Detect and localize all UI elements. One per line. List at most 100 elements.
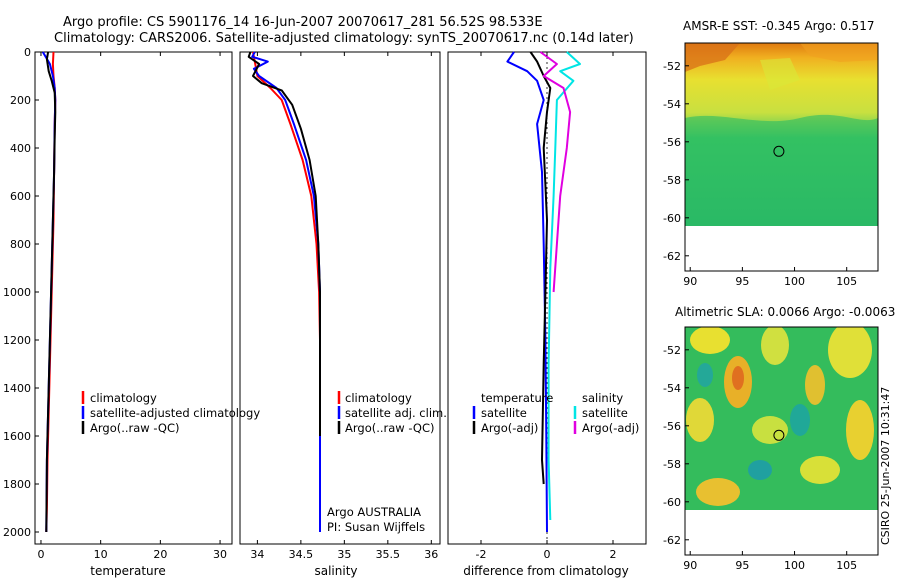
- figure-title-line2: Climatology: CARS2006. Satellite-adjuste…: [54, 31, 634, 46]
- y-tick-label: 1600: [3, 430, 31, 443]
- y-tick-label: -54: [663, 98, 681, 111]
- temperature-x-label: temperature: [90, 564, 165, 578]
- series-line-satellite-adjusted-climatology: [41, 51, 57, 533]
- y-tick-label: 400: [10, 142, 31, 155]
- difference-panel: -2 0 2 difference from climatology tempera…: [447, 51, 647, 578]
- y-tick-label: -52: [663, 344, 681, 357]
- y-tick-label: -52: [663, 60, 681, 73]
- y-tick-label: 1800: [3, 478, 31, 491]
- series-line-argo-raw-qc: [247, 51, 321, 436]
- sst-map-panel: AMSR-E SST: -0.345 Argo: 0.517 90 95 100 10…: [663, 19, 879, 288]
- sla-peak-anomaly: [732, 366, 744, 390]
- y-tick-label: -56: [663, 136, 681, 149]
- y-tick-label: -60: [663, 496, 681, 509]
- difference-series: [506, 51, 581, 533]
- difference-x-ticks: -2 0 2: [476, 52, 617, 561]
- sla-high-anomaly: [828, 327, 872, 378]
- sla-map-frame: [684, 326, 879, 556]
- temperature-x-ticks: 0 10 20 30: [37, 52, 227, 561]
- sst-warm-patch: [800, 43, 878, 62]
- x-tick-label: 20: [153, 548, 167, 561]
- legend-label-argo: Argo(..raw -QC): [345, 421, 435, 435]
- x-tick-label: 0: [37, 548, 44, 561]
- sst-no-data: [685, 226, 878, 271]
- x-tick-label: 105: [836, 559, 857, 572]
- x-tick-label: 10: [94, 548, 108, 561]
- argo-position-marker: [773, 429, 785, 441]
- difference-x-label: difference from climatology: [463, 564, 629, 578]
- temperature-series: [41, 51, 57, 533]
- legend-label-sal-satellite: satellite: [582, 406, 628, 420]
- sst-heatmap: [685, 43, 878, 226]
- x-tick-label: 90: [683, 275, 697, 288]
- legend-heading-salinity: salinity: [582, 391, 623, 405]
- y-tick-label: 0: [24, 46, 31, 59]
- sst-map-frame: [684, 42, 879, 272]
- salinity-legend: climatology satellite adj. clim. Argo(..…: [337, 391, 447, 435]
- x-tick-label: 30: [213, 548, 227, 561]
- y-tick-label: -54: [663, 382, 681, 395]
- sst-warm-patch: [685, 43, 740, 72]
- sla-map-panel: Altimetric SLA: 0.0066 Argo: -0.0063 90 9…: [663, 305, 895, 572]
- y-tick-label: -62: [663, 250, 681, 263]
- x-tick-label: 100: [784, 559, 805, 572]
- x-tick-label: 95: [735, 559, 749, 572]
- sst-cool-patch: [685, 114, 878, 226]
- legend-label-climatology: climatology: [345, 391, 412, 405]
- series-line-climatology: [252, 51, 321, 532]
- x-tick-label: 36: [424, 548, 438, 561]
- temperature-y-ticks: 0 200 400 600 800 1000 1200 1400 1600 1800 2000: [3, 46, 39, 539]
- sla-x-ticks: 90 95 100 105: [683, 551, 857, 572]
- series-line-satellite-adj-clim: [251, 51, 321, 532]
- x-tick-label: 0: [544, 548, 551, 561]
- sla-high-anomaly: [800, 456, 840, 484]
- series-line-temperature-argo-adj: [529, 51, 552, 485]
- sla-low-anomaly: [748, 460, 772, 480]
- annotation-argo-australia: Argo AUSTRALIA: [327, 505, 421, 519]
- y-tick-label: 600: [10, 190, 31, 203]
- sla-high-anomaly: [761, 327, 789, 365]
- y-tick-label: 200: [10, 94, 31, 107]
- x-tick-label: 2: [610, 548, 617, 561]
- legend-heading-temperature: temperature: [481, 391, 553, 405]
- legend-label-temp-satellite: satellite: [481, 406, 527, 420]
- legend-label-climatology: climatology: [90, 391, 157, 405]
- y-tick-label: -62: [663, 534, 681, 547]
- series-line-temperature-satellite: [506, 51, 548, 533]
- y-tick-label: 1200: [3, 334, 31, 347]
- series-line-argo-raw-qc: [45, 51, 57, 533]
- legend-label-temp-argo: Argo(-adj): [481, 421, 538, 435]
- sla-no-data: [685, 510, 878, 555]
- salinity-x-label: salinity: [314, 564, 357, 578]
- credit-text: CSIRO 25-Jun-2007 10:31:47: [879, 387, 892, 545]
- sla-high-anomaly: [690, 327, 730, 354]
- argo-position-marker: [773, 145, 785, 157]
- sla-high-anomaly: [752, 416, 788, 444]
- sst-mid-patch: [760, 58, 800, 90]
- sla-heatmap: [685, 327, 878, 510]
- sla-low-anomaly: [790, 404, 810, 436]
- annotation-pi: PI: Susan Wijffels: [327, 520, 425, 534]
- legend-label-satellite: satellite-adjusted climatology: [90, 406, 260, 420]
- temperature-panel: 0 10 20 30 0 200 400 600 800 1000 1200 1400 1600 180…: [3, 46, 260, 578]
- y-tick-label: 1000: [3, 286, 31, 299]
- y-tick-label: -58: [663, 174, 681, 187]
- sla-y-ticks: -52 -54 -56 -58 -60 -62: [663, 344, 689, 547]
- sst-x-ticks: 90 95 100 105: [683, 267, 857, 288]
- x-tick-label: 105: [836, 275, 857, 288]
- temperature-plot-frame: [34, 51, 233, 545]
- sla-high-anomaly: [846, 400, 874, 460]
- sla-high-anomaly: [686, 398, 714, 442]
- figure-title-line1: Argo profile: CS 5901176_14 16-Jun-2007 …: [63, 15, 543, 30]
- y-tick-label: -56: [663, 420, 681, 433]
- y-tick-label: 1400: [3, 382, 31, 395]
- x-tick-label: 90: [683, 559, 697, 572]
- x-tick-label: 95: [735, 275, 749, 288]
- sla-high-anomaly: [805, 365, 825, 405]
- salinity-series: [247, 51, 321, 532]
- sst-y-ticks: -52 -54 -56 -58 -60 -62: [663, 60, 689, 263]
- temperature-legend: climatology satellite-adjusted climatolo…: [81, 391, 260, 435]
- legend-label-satellite: satellite adj. clim.: [345, 406, 447, 420]
- difference-legend: temperature satellite Argo(-adj) salinit…: [472, 391, 639, 435]
- legend-label-argo: Argo(..raw -QC): [90, 421, 180, 435]
